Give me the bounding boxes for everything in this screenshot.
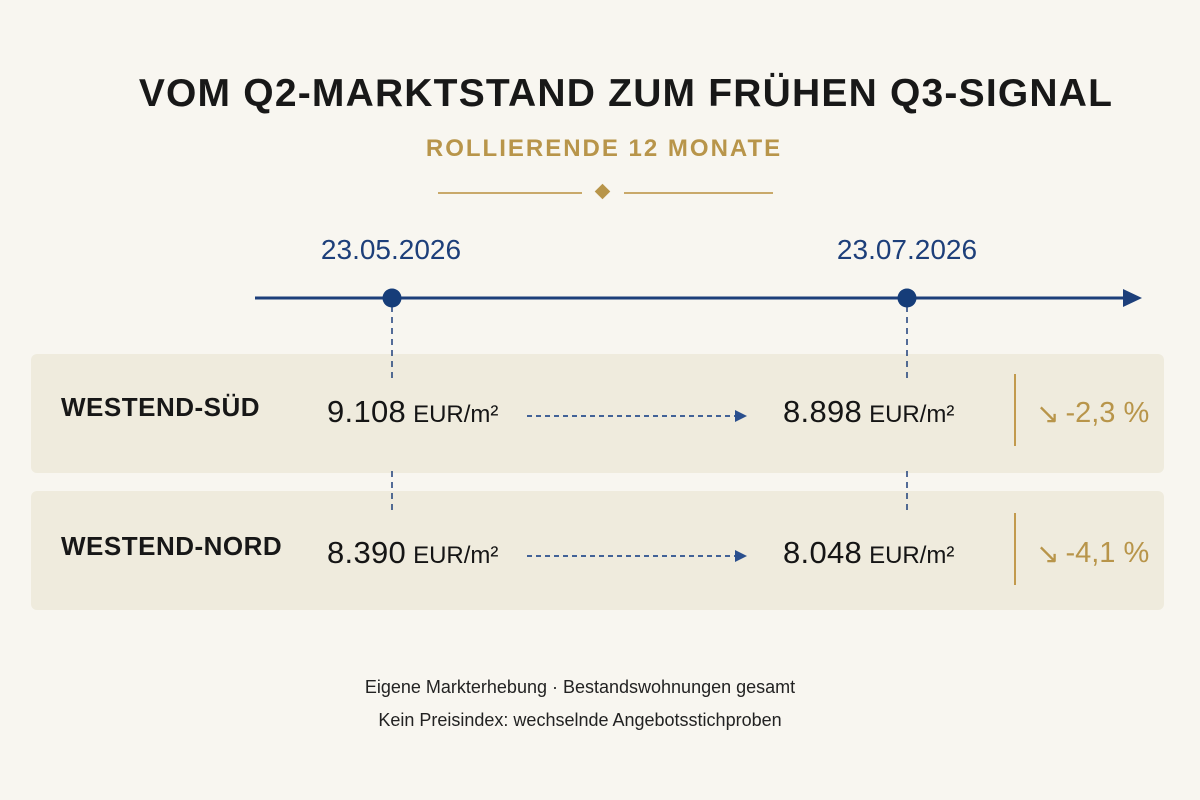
end-value-unit: EUR/m² [869, 542, 955, 569]
end-value: 8.898 EUR/m² [783, 394, 954, 430]
chart-subtitle: ROLLIERENDE 12 MONATE [425, 135, 783, 162]
start-value-unit: EUR/m² [413, 542, 499, 569]
down-right-arrow-icon: ↘ [1036, 538, 1060, 569]
start-value-number: 8.390 [327, 535, 407, 570]
timeline-start-marker [382, 288, 402, 308]
timeline-arrowhead [1123, 289, 1142, 307]
down-right-arrow-icon: ↘ [1036, 398, 1060, 429]
chart-title: VOM Q2-MARKTSTAND ZUM FRÜHEN Q3-SIGNAL [138, 72, 1114, 115]
timeline-end-marker [897, 288, 917, 308]
diamond-icon [594, 183, 611, 200]
dashed-arrow-icon [527, 410, 747, 422]
end-value-number: 8.048 [783, 535, 863, 570]
title-divider-right [624, 192, 773, 194]
timeline-start-date: 23.05.2026 [320, 234, 462, 265]
row-name: WESTEND-SÜD [61, 392, 261, 422]
end-value-number: 8.898 [783, 394, 863, 429]
start-value: 8.390 EUR/m² [327, 535, 498, 571]
row-name: WESTEND-NORD [61, 531, 283, 561]
timeline-end-date: 23.07.2026 [836, 234, 978, 265]
footnote-methodology: Kein Preisindex: wechselnde Angebotsstic… [378, 710, 782, 730]
dashed-arrow-icon [527, 550, 747, 562]
table-row: WESTEND-SÜD 9.108 EUR/m² 8.898 EUR/m² ↘ -2,… [31, 354, 1164, 473]
change-badge: ↘ -2,3 % [1036, 396, 1149, 430]
start-value-number: 9.108 [327, 394, 407, 429]
change-badge: ↘ -4,1 % [1036, 536, 1149, 570]
change-value: -4,1 % [1065, 537, 1150, 569]
start-value-unit: EUR/m² [413, 401, 499, 428]
change-value: -2,3 % [1065, 397, 1150, 429]
start-value: 9.108 EUR/m² [327, 394, 498, 430]
title-divider-left [438, 192, 582, 194]
change-divider [1014, 374, 1016, 446]
end-value: 8.048 EUR/m² [783, 535, 954, 571]
footnote-source: Eigene Markterhebung · Bestandswohnungen… [364, 677, 796, 697]
table-row: WESTEND-NORD 8.390 EUR/m² 8.048 EUR/m² ↘ -4… [31, 491, 1164, 610]
change-divider [1014, 513, 1016, 585]
end-value-unit: EUR/m² [869, 401, 955, 428]
